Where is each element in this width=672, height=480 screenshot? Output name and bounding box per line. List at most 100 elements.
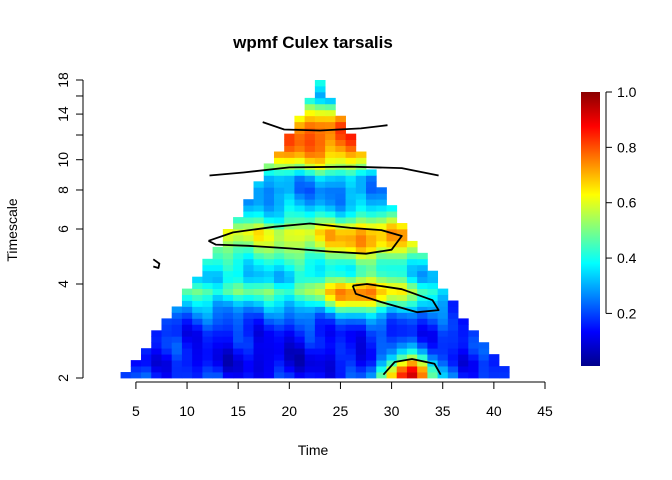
heatmap-cell <box>396 258 408 266</box>
heatmap-cell <box>192 312 203 319</box>
heatmap-cell <box>284 187 295 194</box>
heatmap-cell <box>304 115 316 123</box>
heatmap-cell <box>355 223 367 230</box>
y-tick-label: 2 <box>55 374 71 382</box>
heatmap-cell <box>335 300 346 307</box>
heatmap-cell <box>294 223 306 230</box>
heatmap-cell <box>304 234 316 242</box>
heatmap-cell <box>345 223 357 230</box>
heatmap-cell <box>284 145 295 152</box>
heatmap-cell <box>325 97 336 105</box>
heatmap-cell <box>355 175 367 182</box>
heatmap-cell <box>355 252 367 260</box>
heatmap-cell <box>335 366 346 373</box>
heatmap-cell <box>417 366 428 373</box>
heatmap-cell <box>335 324 346 331</box>
heatmap-cell <box>437 318 449 325</box>
heatmap-cell <box>447 342 459 349</box>
heatmap-cell <box>468 360 479 367</box>
heatmap-cell <box>273 270 285 278</box>
heatmap-cell <box>406 252 418 260</box>
heatmap-cell <box>345 282 357 289</box>
heatmap-cell <box>233 348 244 355</box>
heatmap-cell <box>273 175 285 182</box>
heatmap-cell <box>478 360 490 367</box>
heatmap-cell <box>376 300 387 307</box>
heatmap-cell <box>151 366 162 373</box>
heatmap-cell <box>345 181 357 188</box>
heatmap-cell <box>355 181 367 188</box>
heatmap-cell <box>366 354 377 361</box>
heatmap-cell <box>314 300 326 307</box>
heatmap-cell <box>325 175 336 182</box>
heatmap-cell <box>253 187 265 194</box>
heatmap-cell <box>294 139 306 146</box>
heatmap-cell <box>325 342 336 349</box>
heatmap-cell <box>355 324 367 331</box>
heatmap-cell <box>192 354 203 361</box>
heatmap-cell <box>325 217 336 224</box>
heatmap-cell <box>222 258 234 266</box>
heatmap-cell <box>366 169 377 176</box>
heatmap-cell <box>335 240 346 248</box>
heatmap-cell <box>222 324 234 331</box>
heatmap-cell <box>458 372 469 379</box>
heatmap-cell <box>212 270 224 278</box>
heatmap-cell <box>335 258 346 266</box>
heatmap-cell <box>181 288 193 295</box>
heatmap-cell <box>263 372 275 379</box>
chart-title: wpmf Culex tarsalis <box>232 33 393 52</box>
heatmap-cell <box>202 264 214 272</box>
heatmap-cell <box>273 169 285 176</box>
heatmap-cell <box>181 360 193 367</box>
heatmap-cell <box>437 312 449 319</box>
heatmap-cell <box>325 348 336 355</box>
heatmap-cell <box>314 169 326 176</box>
heatmap-cell <box>386 288 398 295</box>
heatmap-cell <box>253 229 265 236</box>
heatmap-cell <box>151 360 162 367</box>
heatmap-cell <box>355 306 367 313</box>
heatmap-cell <box>406 360 418 367</box>
heatmap-cell <box>202 258 214 266</box>
heatmap-cell <box>355 217 367 224</box>
heatmap-cell <box>253 306 265 313</box>
heatmap-cell <box>488 360 500 367</box>
heatmap-cell <box>335 330 346 337</box>
heatmap-cell <box>386 270 398 278</box>
heatmap-cell <box>376 193 387 200</box>
heatmap-cell <box>253 300 265 307</box>
heatmap-cell <box>181 306 193 313</box>
heatmap-cell <box>284 252 295 260</box>
heatmap-cell <box>335 169 346 176</box>
heatmap-cell <box>376 229 387 236</box>
heatmap-cell <box>253 336 265 343</box>
heatmap-cell <box>161 360 173 367</box>
heatmap-cell <box>325 169 336 176</box>
heatmap-cell <box>212 318 224 325</box>
heatmap-cell <box>366 342 377 349</box>
heatmap-cell <box>263 217 275 224</box>
heatmap-cell <box>325 276 336 284</box>
heatmap-cell <box>222 336 234 343</box>
heatmap-cell <box>335 372 346 379</box>
x-axis-title: Time <box>298 442 329 458</box>
heatmap-cell <box>406 306 418 313</box>
heatmap-cell <box>233 264 244 272</box>
heatmap-cell <box>447 306 459 313</box>
heatmap-cell <box>437 354 449 361</box>
heatmap-cell <box>212 252 224 260</box>
heatmap-cell <box>273 282 285 289</box>
heatmap-cell <box>222 246 234 254</box>
heatmap-cell <box>386 217 398 224</box>
heatmap-cell <box>171 336 183 343</box>
heatmap-cell <box>263 169 275 176</box>
heatmap-cell <box>161 354 173 361</box>
heatmap-cell <box>284 372 295 379</box>
heatmap-cell <box>406 348 418 355</box>
heatmap-cell <box>427 354 439 361</box>
heatmap-cell <box>181 324 193 331</box>
heatmap-cell <box>366 199 377 206</box>
heatmap-cell <box>437 372 449 379</box>
